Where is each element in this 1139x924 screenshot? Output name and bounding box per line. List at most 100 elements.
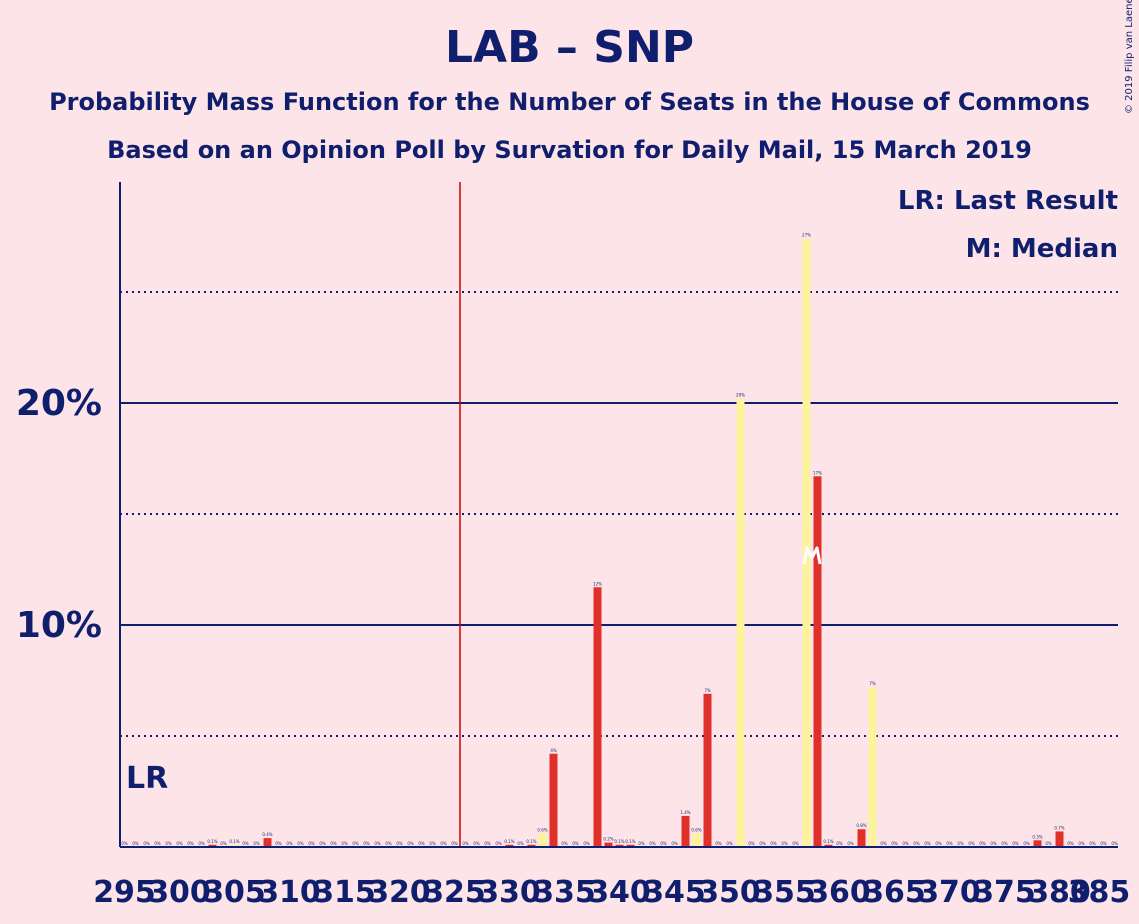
bar-zero-label: 0%: [484, 841, 491, 846]
bar-zero-label: 0%: [242, 841, 249, 846]
bar-zero-label: 0%: [308, 841, 315, 846]
bar-zero-label: 0%: [154, 841, 161, 846]
bar-zero-label: 0%: [638, 841, 645, 846]
bar-zero-label: 0%: [165, 841, 172, 846]
bar-zero-label: 0%: [583, 841, 590, 846]
x-tick-label: 360: [808, 875, 871, 910]
bar-seat-380: [1055, 831, 1064, 847]
bar-zero-label: 0%: [396, 841, 403, 846]
x-tick-label: 380: [1028, 875, 1091, 910]
bars: [208, 238, 1064, 848]
legend-last-result: LR: Last Result: [898, 186, 1118, 216]
bar-seat-348: [703, 693, 712, 847]
bar-zero-label: 0%: [462, 841, 469, 846]
bar-zero-label: 0%: [770, 841, 777, 846]
bar-zero-label: 0%: [946, 841, 953, 846]
labels: 10%20%0% 0% 0% 0% 0% 0% 0% 0% 0.1% 0% 0.1% 0% 0%0.4%…: [16, 233, 1130, 910]
bar-value-label: 0.1%: [625, 839, 635, 844]
bar-value-label: 0.6%: [691, 828, 701, 833]
bar-seat-303: [208, 844, 217, 847]
x-tick-label: 335: [533, 875, 596, 910]
bar-zero-label: 0%: [836, 841, 843, 846]
bar-zero-label: 0%: [1045, 841, 1052, 846]
bar-zero-label: 0%: [671, 841, 678, 846]
bar-zero-label: 0%: [957, 841, 964, 846]
bar-zero-label: 0%: [913, 841, 920, 846]
chart-title: LAB – SNP: [444, 22, 695, 73]
x-tick-label: 345: [643, 875, 706, 910]
bar-zero-label: 0%: [649, 841, 656, 846]
x-tick-label: 350: [698, 875, 761, 910]
bar-seat-358: [813, 476, 822, 847]
bar-value-label: 27%: [802, 233, 811, 238]
x-tick-label: 325: [423, 875, 486, 910]
bar-value-label: 0.1%: [614, 839, 624, 844]
bar-value-label: 0.4%: [262, 832, 272, 837]
gridlines: [120, 291, 1118, 737]
bar-zero-label: 0%: [1012, 841, 1019, 846]
bar-zero-label: 0%: [143, 841, 150, 846]
bar-zero-label: 0%: [979, 841, 986, 846]
bar-zero-label: 0%: [374, 841, 381, 846]
bar-value-label: 7%: [704, 688, 711, 693]
bar-seat-347: [692, 833, 701, 847]
bar-value-label: 0.2%: [603, 837, 613, 842]
bar-zero-label: 0%: [726, 841, 733, 846]
bar-zero-label: 0%: [352, 841, 359, 846]
x-tick-label: 385: [1068, 875, 1131, 910]
bar-value-label: 20%: [736, 393, 745, 398]
bar-value-label: 7%: [869, 681, 876, 686]
x-tick-label: 295: [93, 875, 156, 910]
bar-zero-label: 0%: [363, 841, 370, 846]
bar-zero-label: 0%: [748, 841, 755, 846]
x-tick-label: 340: [588, 875, 651, 910]
bar-seat-378: [1033, 840, 1042, 847]
bar-value-label: 12%: [593, 581, 602, 586]
bar-seat-357: [802, 238, 811, 848]
bar-zero-label: 0%: [495, 841, 502, 846]
bar-zero-label: 0%: [330, 841, 337, 846]
bar-zero-label: 0%: [1100, 841, 1107, 846]
bar-seat-333: [538, 833, 547, 847]
bar-zero-label: 0%: [715, 841, 722, 846]
axes: [119, 182, 1118, 848]
bar-zero-label: 0%: [275, 841, 282, 846]
bar-seat-359: [824, 844, 833, 847]
bar-value-label: 4%: [550, 748, 557, 753]
bar-value-label: 0.1%: [504, 839, 514, 844]
bar-seat-363: [868, 687, 877, 847]
x-tick-label: 305: [203, 875, 266, 910]
y-tick-label: 10%: [16, 605, 102, 646]
bar-value-label: 0.8%: [856, 823, 866, 828]
bar-zero-label: 0%: [451, 841, 458, 846]
bar-zero-label: 0%: [198, 841, 205, 846]
median-marker: [802, 546, 822, 565]
bar-zero-label: 0%: [1089, 841, 1096, 846]
bar-zero-label: 0%: [935, 841, 942, 846]
bar-zero-label: 0%: [429, 841, 436, 846]
bar-zero-label: 0%: [781, 841, 788, 846]
bar-zero-label: 0%: [1023, 841, 1030, 846]
bar-zero-label: 0%: [660, 841, 667, 846]
bar-zero-label: 0%: [561, 841, 568, 846]
bar-seat-338: [593, 587, 602, 847]
bar-value-label: 0.1%: [207, 839, 217, 844]
bar-seat-339: [604, 842, 613, 847]
bar-zero-label: 0%: [924, 841, 931, 846]
bar-zero-label: 0%: [473, 841, 480, 846]
bar-zero-label: 0%: [121, 841, 128, 846]
last-result-marker: LR: [126, 761, 168, 796]
chart-subtitle: Probability Mass Function for the Number…: [49, 88, 1090, 116]
x-tick-label: 370: [918, 875, 981, 910]
bar-zero-label: 0%: [1111, 841, 1118, 846]
bar-zero-label: 0%: [286, 841, 293, 846]
bar-seat-308: [263, 838, 272, 847]
bar-seat-351: [736, 398, 745, 847]
bar-zero-label: 0%: [1067, 841, 1074, 846]
bar-value-label: 0.1%: [823, 839, 833, 844]
chart-subtitle-source: Based on an Opinion Poll by Survation fo…: [107, 136, 1032, 164]
bar-zero-label: 0%: [253, 841, 260, 846]
x-tick-label: 315: [313, 875, 376, 910]
bar-seat-340: [615, 844, 624, 847]
